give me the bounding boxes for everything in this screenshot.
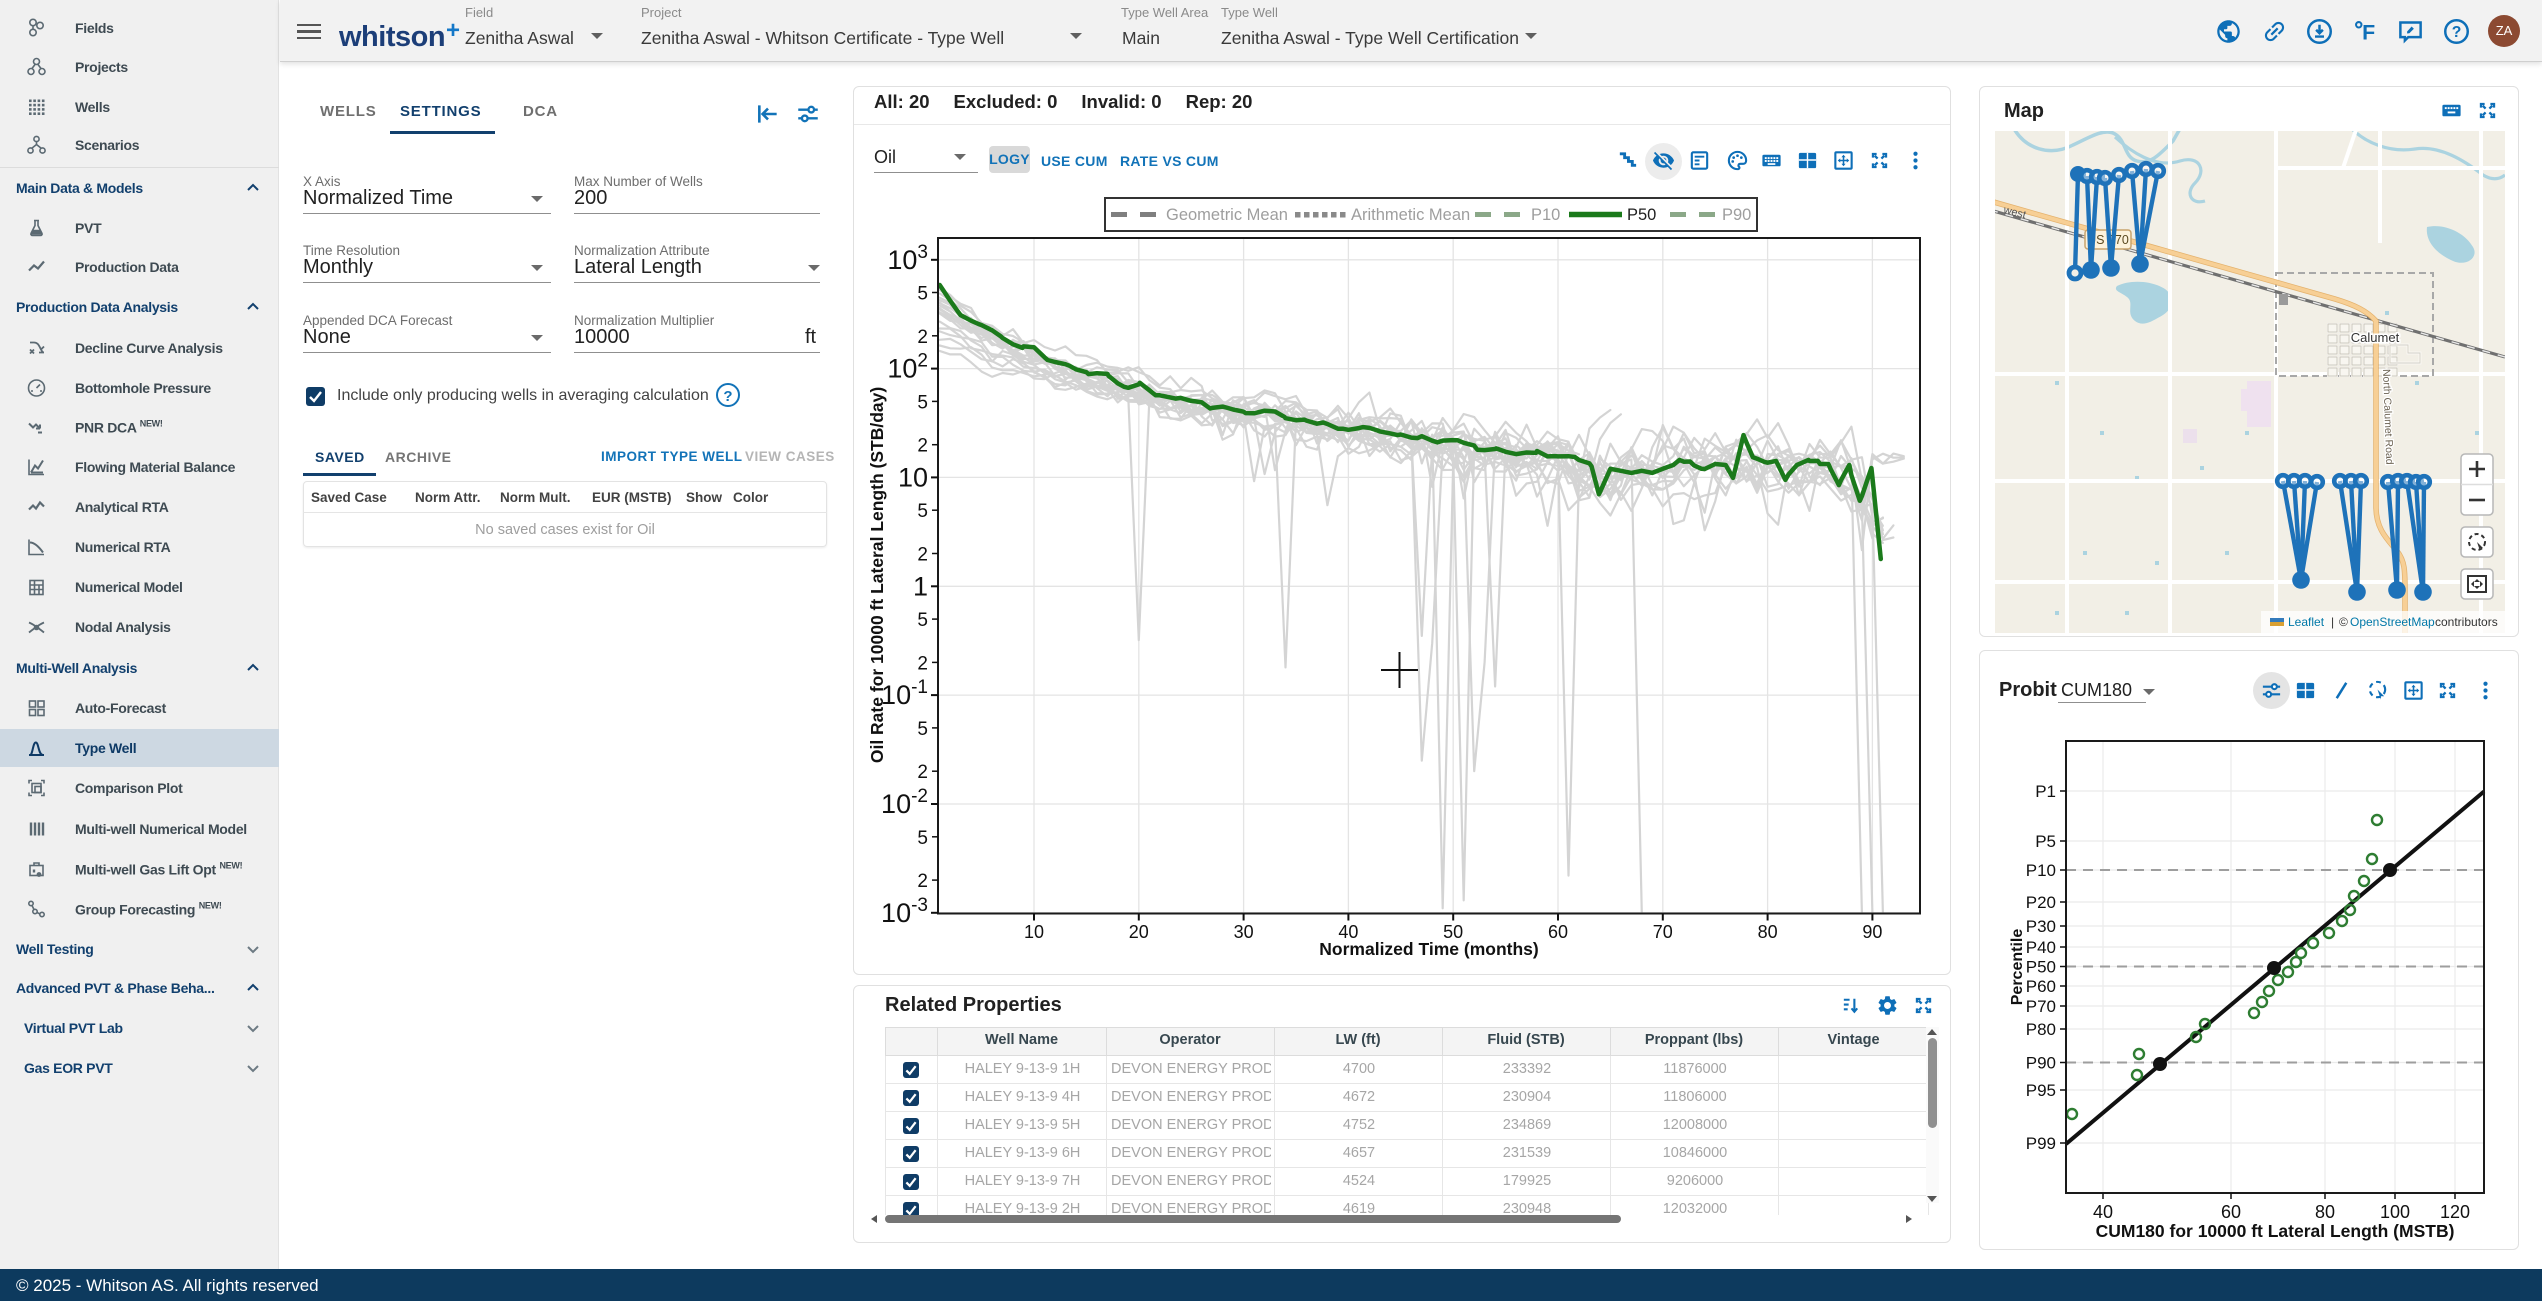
svg-text:70: 70 (1653, 922, 1673, 942)
svg-text:P5: P5 (2035, 832, 2056, 851)
svg-text:2: 2 (917, 871, 928, 892)
svg-text:5: 5 (917, 719, 928, 740)
svg-text:P95: P95 (2026, 1081, 2056, 1100)
svg-text:50: 50 (1443, 922, 1463, 942)
svg-text:P50: P50 (1627, 206, 1656, 224)
svg-text:Geometric Mean: Geometric Mean (1166, 206, 1288, 224)
svg-text:P90: P90 (1722, 206, 1751, 224)
svg-text:P99: P99 (2026, 1134, 2056, 1153)
svg-text:10-2: 10-2 (881, 786, 928, 819)
svg-text:5: 5 (917, 610, 928, 631)
svg-text:P30: P30 (2026, 917, 2056, 936)
svg-text:©: © (2339, 615, 2348, 629)
svg-text:10-3: 10-3 (881, 895, 928, 928)
svg-text:5: 5 (917, 828, 928, 849)
svg-text:103: 103 (887, 242, 928, 275)
svg-text:5: 5 (917, 392, 928, 413)
svg-text:2: 2 (917, 653, 928, 674)
svg-text:60: 60 (2221, 1202, 2241, 1222)
svg-text:80: 80 (1758, 922, 1778, 942)
svg-text:10: 10 (898, 462, 928, 492)
svg-text:30: 30 (1234, 922, 1254, 942)
svg-text:120: 120 (2440, 1202, 2470, 1222)
svg-text:P50: P50 (2026, 958, 2056, 977)
svg-text:Percentile: Percentile (2009, 929, 2026, 1006)
svg-text:P10: P10 (2026, 861, 2056, 880)
svg-text:P60: P60 (2026, 977, 2056, 996)
svg-text:contributors: contributors (2435, 615, 2498, 629)
svg-text:west: west (2001, 204, 2027, 221)
svg-text:2: 2 (917, 436, 928, 457)
svg-text:OpenStreetMap: OpenStreetMap (2350, 615, 2435, 629)
svg-text:|: | (2331, 615, 2334, 629)
svg-text:P90: P90 (2026, 1054, 2056, 1073)
svg-text:North Calumet Road: North Calumet Road (2380, 369, 2395, 465)
svg-text:1: 1 (913, 571, 928, 601)
svg-text:10-1: 10-1 (881, 677, 928, 710)
svg-text:F: F (2362, 20, 2375, 44)
svg-text:?: ? (2451, 24, 2461, 41)
svg-text:90: 90 (1862, 922, 1882, 942)
svg-text:80: 80 (2315, 1202, 2335, 1222)
svg-text:P20: P20 (2026, 893, 2056, 912)
svg-text:102: 102 (887, 351, 928, 384)
svg-text:20: 20 (1129, 922, 1149, 942)
svg-text:P10: P10 (1531, 206, 1560, 224)
svg-text:2: 2 (917, 327, 928, 348)
svg-text:Leaflet: Leaflet (2288, 615, 2325, 629)
svg-text:40: 40 (1338, 922, 1358, 942)
svg-text:Oil Rate for 10000 ft Lateral: Oil Rate for 10000 ft Lateral Length (ST… (867, 387, 887, 763)
svg-text:Arithmetic Mean: Arithmetic Mean (1351, 206, 1470, 224)
svg-text:Calumet: Calumet (2351, 330, 2400, 345)
svg-text:Normalized Time (months): Normalized Time (months) (1319, 939, 1538, 959)
svg-text:P1: P1 (2035, 782, 2056, 801)
svg-text:P80: P80 (2026, 1020, 2056, 1039)
svg-text:60: 60 (1548, 922, 1568, 942)
svg-text:40: 40 (2093, 1202, 2113, 1222)
svg-text:5: 5 (917, 284, 928, 305)
svg-text:10: 10 (1024, 922, 1044, 942)
svg-text:P40: P40 (2026, 938, 2056, 957)
svg-text:100: 100 (2380, 1202, 2410, 1222)
svg-text:P70: P70 (2026, 997, 2056, 1016)
svg-text:2: 2 (917, 545, 928, 566)
svg-text:CUM180 for 10000 ft Lateral Le: CUM180 for 10000 ft Lateral Length (MSTB… (2096, 1221, 2455, 1241)
svg-text:5: 5 (917, 501, 928, 522)
svg-text:2: 2 (917, 762, 928, 783)
